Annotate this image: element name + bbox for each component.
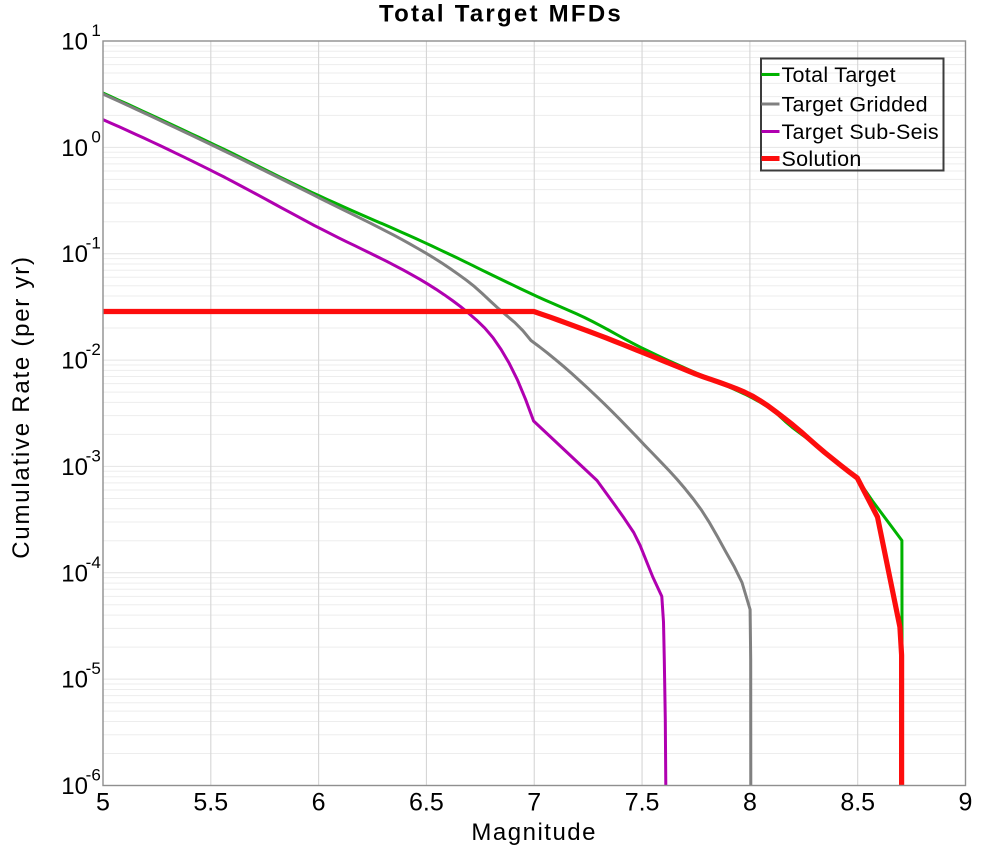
svg-text:8.5: 8.5 [840, 789, 875, 817]
svg-text:10: 10 [61, 454, 88, 481]
svg-text:10: 10 [61, 241, 88, 268]
svg-text:Total Target: Total Target [782, 63, 896, 87]
svg-text:7: 7 [527, 789, 541, 817]
svg-text:10: 10 [61, 135, 88, 162]
svg-text:9: 9 [959, 789, 973, 817]
svg-text:0: 0 [91, 127, 100, 146]
svg-text:10: 10 [61, 560, 88, 587]
svg-text:8: 8 [743, 789, 757, 817]
svg-text:5: 5 [96, 789, 110, 817]
svg-text:6: 6 [312, 789, 326, 817]
svg-text:5.5: 5.5 [193, 789, 228, 817]
svg-text:10: 10 [61, 29, 88, 56]
svg-text:Solution: Solution [782, 147, 862, 171]
svg-text:-5: -5 [86, 659, 101, 678]
svg-text:6.5: 6.5 [409, 789, 444, 817]
svg-text:Magnitude: Magnitude [471, 819, 597, 846]
svg-text:1: 1 [91, 21, 100, 40]
svg-text:Cumulative Rate (per yr): Cumulative Rate (per yr) [8, 255, 35, 558]
svg-text:10: 10 [61, 773, 88, 800]
svg-text:Target Sub-Seis: Target Sub-Seis [782, 120, 939, 144]
svg-text:7.5: 7.5 [625, 789, 660, 817]
svg-text:-1: -1 [86, 234, 101, 253]
svg-text:-3: -3 [86, 446, 101, 465]
svg-text:10: 10 [61, 667, 88, 694]
svg-text:-4: -4 [86, 553, 101, 572]
svg-text:Target Gridded: Target Gridded [782, 93, 928, 117]
svg-text:-2: -2 [86, 340, 101, 359]
svg-text:-6: -6 [86, 766, 101, 785]
svg-text:10: 10 [61, 348, 88, 375]
svg-text:Total Target MFDs: Total Target MFDs [379, 1, 623, 28]
